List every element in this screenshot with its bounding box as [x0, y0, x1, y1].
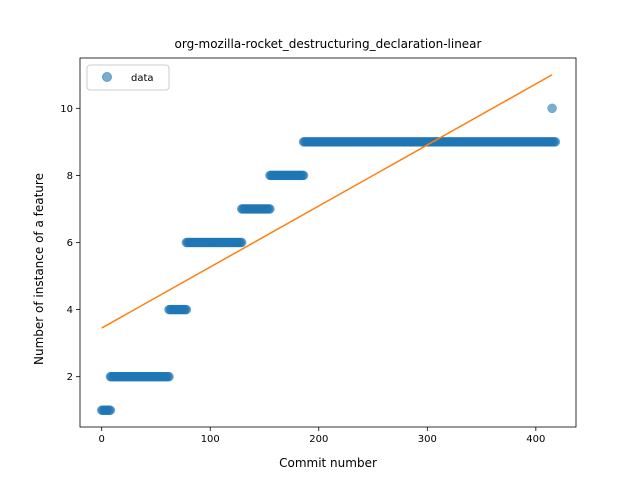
y-tick-label: 6: [67, 238, 73, 249]
data-point: [265, 204, 275, 214]
y-axis-label: Number of instance of a feature: [32, 173, 46, 365]
x-axis-label: Commit number: [279, 456, 377, 470]
data-point: [298, 170, 309, 181]
y-tick-label: 8: [67, 171, 73, 182]
x-tick-label: 400: [526, 434, 545, 445]
data-point: [105, 405, 116, 415]
x-tick-label: 300: [418, 434, 437, 445]
data-point: [550, 137, 561, 147]
y-tick-label: 2: [67, 372, 73, 383]
data-point: [164, 371, 174, 382]
legend-box: [86, 64, 170, 91]
x-tick-label: 0: [99, 434, 105, 445]
x-tick-label: 200: [309, 434, 328, 445]
legend-label-data: data: [131, 73, 154, 84]
data-point: [547, 103, 557, 114]
legend-marker: [102, 72, 112, 82]
y-tick-label: 4: [67, 305, 73, 316]
y-axis: 2 4 6 8 10: [60, 104, 80, 383]
chart-title: org-mozilla-rocket_destructuring_declara…: [175, 37, 482, 51]
x-tick-label: 100: [201, 434, 220, 445]
plot-area: [96, 74, 561, 415]
x-axis: 0 100 200 300 400: [99, 427, 545, 445]
data-point: [236, 237, 247, 248]
fit-line: [101, 74, 553, 329]
data-point: [181, 304, 192, 315]
y-tick-label: 10: [60, 104, 73, 115]
legend: data: [86, 64, 170, 91]
